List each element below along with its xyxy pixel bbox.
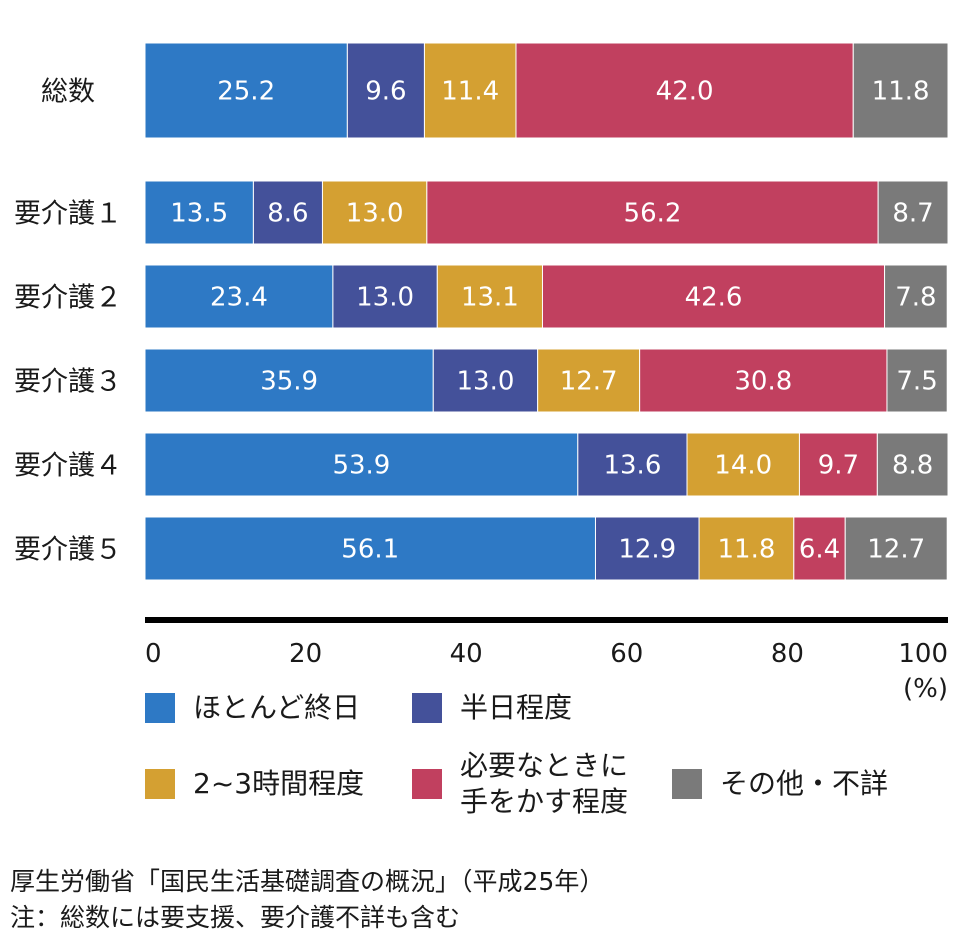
source-note: 厚生労働省「国民生活基礎調査の概況」（平成25年） <box>10 867 605 896</box>
data-label: 9.7 <box>818 451 859 481</box>
bar-segment <box>639 348 888 413</box>
bar-segment <box>686 432 800 497</box>
category-label: 要介護５ <box>14 535 122 566</box>
bar-segment <box>876 432 949 497</box>
bar-segment <box>793 516 846 581</box>
x-tick-label: 40 <box>450 639 483 669</box>
legend-label-half-day: 半日程度 <box>460 691 573 724</box>
bar-segment <box>432 348 539 413</box>
bar-segment <box>346 42 425 139</box>
legend-swatch-other-unknown <box>672 769 702 799</box>
footnote: 注：総数には要支援、要介護不詳も含む <box>10 903 461 932</box>
data-label: 12.7 <box>560 367 618 397</box>
data-label: 35.9 <box>260 367 318 397</box>
data-label: 13.0 <box>457 367 515 397</box>
category-label: 要介護３ <box>14 367 122 398</box>
x-tick-label: 0 <box>145 639 162 669</box>
legend-swatch-help-when-needed <box>412 769 442 799</box>
legend-item-2-3-hours: 2~3時間程度 <box>145 762 364 806</box>
bar-segment <box>426 180 879 245</box>
bar-segment <box>844 516 948 581</box>
bar-segment <box>852 42 949 139</box>
data-label: 11.4 <box>441 77 499 107</box>
bar-segment <box>321 180 428 245</box>
category-label: 要介護２ <box>14 283 122 314</box>
legend-swatch-2-3-hours <box>145 769 175 799</box>
data-label: 23.4 <box>210 283 268 313</box>
data-label: 13.1 <box>461 283 519 313</box>
data-label: 56.2 <box>624 199 682 229</box>
legend-label-help-when-needed: 必要なときに 手をかす程度 <box>460 749 629 818</box>
data-label: 11.8 <box>872 77 930 107</box>
bar-segment <box>594 516 700 581</box>
data-label: 8.6 <box>267 199 308 229</box>
data-label: 11.8 <box>718 535 776 565</box>
bar-segment <box>436 264 543 329</box>
data-label: 42.6 <box>685 283 743 313</box>
legend-swatch-half-day <box>412 693 442 723</box>
bar-segment <box>515 42 854 139</box>
data-label: 12.7 <box>867 535 925 565</box>
stacked-bar-chart: 総数 25.2 9.6 11.4 42.0 11.8 要介護１ 13.5 8.6 13.0 56.2… <box>14 42 949 669</box>
x-axis-unit: (%) <box>903 674 948 704</box>
data-label: 53.9 <box>332 451 390 481</box>
data-label: 8.8 <box>892 451 933 481</box>
category-label: 要介護１ <box>14 199 122 230</box>
category-label: 総数 <box>41 77 95 108</box>
x-tick-label: 60 <box>610 639 643 669</box>
x-axis-line <box>145 617 948 623</box>
legend-item-half-day: 半日程度 <box>412 688 572 728</box>
data-label: 30.8 <box>734 367 792 397</box>
bar-segment <box>698 516 795 581</box>
data-label: 13.5 <box>170 199 228 229</box>
bar-segment <box>252 180 323 245</box>
data-label: 8.7 <box>892 199 933 229</box>
bar-segment <box>884 264 948 329</box>
legend-item-other-unknown: その他・不詳 <box>672 762 888 806</box>
data-label: 14.0 <box>714 451 772 481</box>
data-label: 7.5 <box>896 367 937 397</box>
legend-item-all-day: ほとんど終日 <box>145 688 360 728</box>
data-label: 42.0 <box>656 77 714 107</box>
legend-swatch-all-day <box>145 693 175 723</box>
data-label: 13.0 <box>346 199 404 229</box>
data-label: 12.9 <box>618 535 676 565</box>
bar-segment <box>577 432 688 497</box>
bar-segment <box>144 348 434 413</box>
data-label: 6.4 <box>799 535 840 565</box>
bar-segment <box>144 180 254 245</box>
data-label: 56.1 <box>341 535 399 565</box>
legend-label-other-unknown: その他・不詳 <box>720 767 889 800</box>
data-label: 13.0 <box>356 283 414 313</box>
bar-segment <box>332 264 438 329</box>
bar-segment <box>537 348 641 413</box>
bar-segment <box>877 180 949 245</box>
data-label: 25.2 <box>217 77 275 107</box>
legend-label-all-day: ほとんど終日 <box>193 691 361 724</box>
data-label: 9.6 <box>365 77 406 107</box>
bar-segment <box>541 264 886 329</box>
data-label: 7.8 <box>895 283 936 313</box>
x-tick-label: 80 <box>771 639 804 669</box>
legend-item-help-when-needed: 必要なときに 手をかす程度 <box>412 748 628 820</box>
legend-label-2-3-hours: 2~3時間程度 <box>193 767 365 800</box>
x-tick-label: 20 <box>289 639 322 669</box>
category-label: 要介護４ <box>14 451 122 482</box>
bar-segment <box>423 42 517 139</box>
x-tick-label: 100 <box>898 639 948 669</box>
data-label: 13.6 <box>603 451 661 481</box>
bar-segment <box>886 348 948 413</box>
bar-segment <box>144 432 579 497</box>
bar-segment <box>144 42 348 139</box>
